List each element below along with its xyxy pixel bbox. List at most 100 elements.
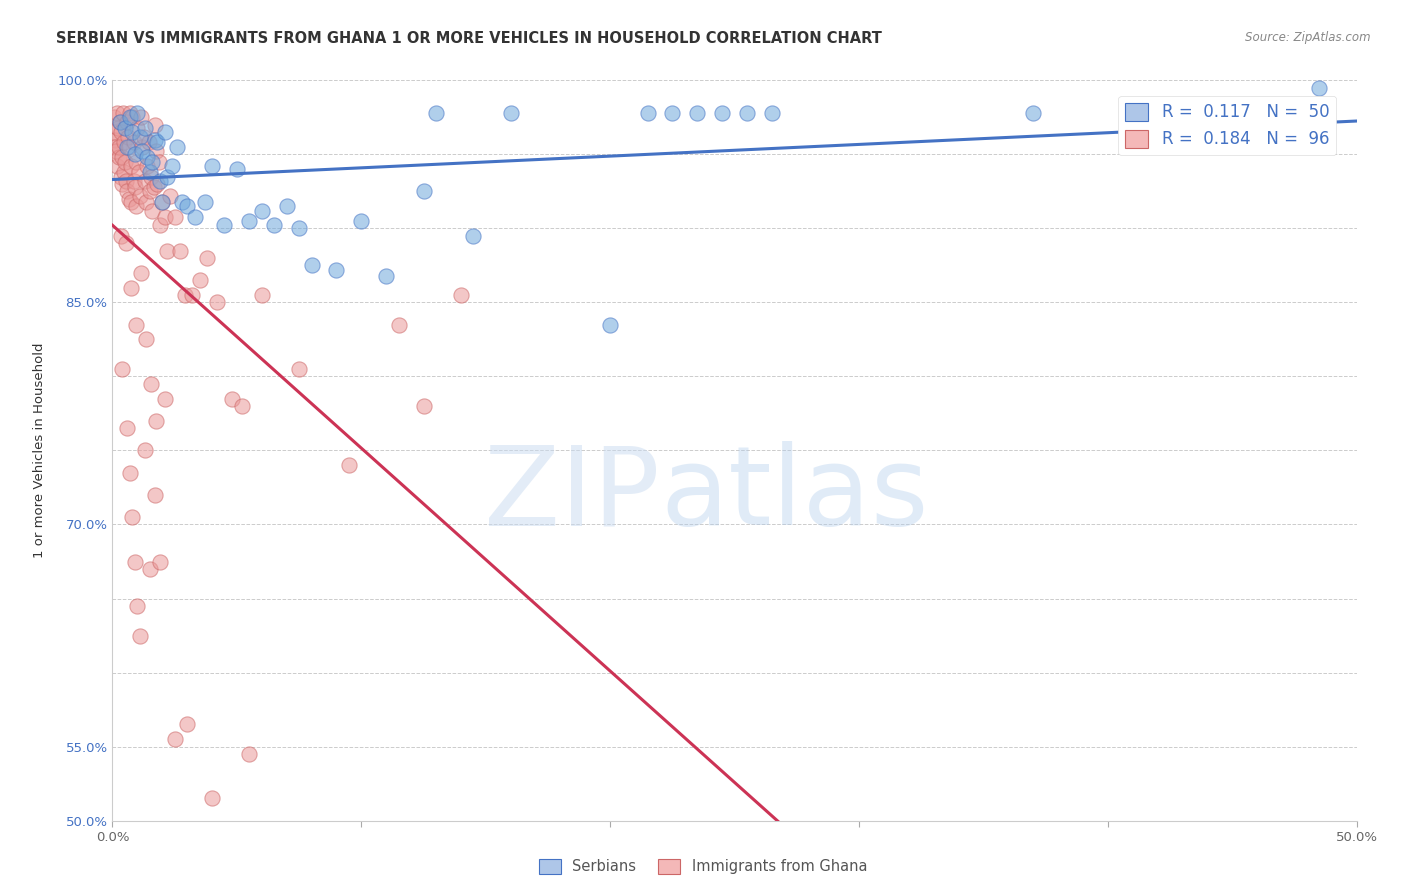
Point [107, 159, 129, 173]
Point [104, 132, 127, 146]
Point [143, 118, 166, 132]
Point [127, 120, 149, 135]
Point [103, 125, 125, 139]
Point [107, 150, 129, 164]
Point [735, 106, 758, 120]
Point [104, 140, 127, 154]
Point [250, 288, 273, 302]
Y-axis label: 1 or more Vehicles in Household: 1 or more Vehicles in Household [34, 343, 46, 558]
Point [128, 188, 150, 202]
Point [150, 194, 173, 209]
Point [120, 194, 142, 209]
Point [127, 599, 149, 613]
Point [163, 732, 186, 747]
Point [221, 392, 243, 406]
Point [131, 145, 153, 159]
Point [136, 159, 159, 173]
Point [214, 219, 236, 233]
Point [201, 159, 224, 173]
Point [121, 125, 143, 139]
Point [143, 132, 166, 146]
Point [112, 165, 135, 179]
Point [160, 159, 183, 173]
Point [263, 219, 285, 233]
Point [176, 717, 198, 731]
Point [129, 266, 152, 280]
Point [181, 288, 204, 302]
Point [599, 318, 621, 332]
Point [124, 154, 146, 169]
Point [118, 106, 141, 120]
Point [127, 106, 149, 120]
Point [145, 414, 167, 428]
Point [238, 747, 260, 761]
Text: Source: ZipAtlas.com: Source: ZipAtlas.com [1246, 31, 1371, 45]
Point [288, 362, 311, 376]
Point [153, 210, 176, 224]
Point [153, 125, 176, 139]
Point [225, 162, 249, 177]
Point [139, 165, 162, 179]
Point [149, 554, 172, 569]
Point [288, 221, 311, 235]
Point [118, 111, 141, 125]
Point [201, 791, 224, 805]
Point [375, 268, 398, 283]
Point [128, 165, 150, 179]
Point [205, 295, 228, 310]
Point [166, 140, 188, 154]
Point [250, 203, 273, 218]
Point [125, 199, 148, 213]
Point [128, 129, 150, 144]
Point [238, 214, 260, 228]
Point [412, 185, 434, 199]
Point [173, 288, 195, 302]
Point [463, 228, 485, 243]
Point [141, 203, 163, 218]
Point [183, 210, 205, 224]
Point [108, 114, 131, 128]
Point [1022, 106, 1045, 120]
Point [117, 140, 139, 154]
Point [125, 318, 148, 332]
Legend: Serbians, Immigrants from Ghana: Serbians, Immigrants from Ghana [533, 853, 873, 880]
Point [350, 214, 373, 228]
Point [132, 129, 155, 144]
Point [117, 129, 139, 144]
Point [139, 169, 162, 184]
Point [761, 106, 783, 120]
Point [450, 288, 472, 302]
Point [121, 510, 143, 524]
Point [111, 150, 134, 164]
Point [412, 399, 434, 413]
Point [135, 194, 157, 209]
Point [118, 192, 141, 206]
Point [111, 177, 134, 191]
Point [128, 628, 150, 642]
Point [145, 145, 167, 159]
Point [1308, 80, 1330, 95]
Point [107, 120, 129, 135]
Point [163, 210, 186, 224]
Point [138, 136, 160, 150]
Point [153, 392, 176, 406]
Point [143, 488, 166, 502]
Point [150, 194, 173, 209]
Point [195, 251, 218, 265]
Point [135, 332, 157, 346]
Point [115, 236, 138, 251]
Point [129, 111, 152, 125]
Point [169, 244, 191, 258]
Point [141, 154, 163, 169]
Point [110, 228, 132, 243]
Point [117, 185, 139, 199]
Point [134, 120, 156, 135]
Point [148, 154, 170, 169]
Point [134, 174, 156, 188]
Point [231, 399, 253, 413]
Point [114, 120, 136, 135]
Point [136, 150, 159, 164]
Point [142, 180, 165, 194]
Point [111, 106, 134, 120]
Point [110, 125, 132, 139]
